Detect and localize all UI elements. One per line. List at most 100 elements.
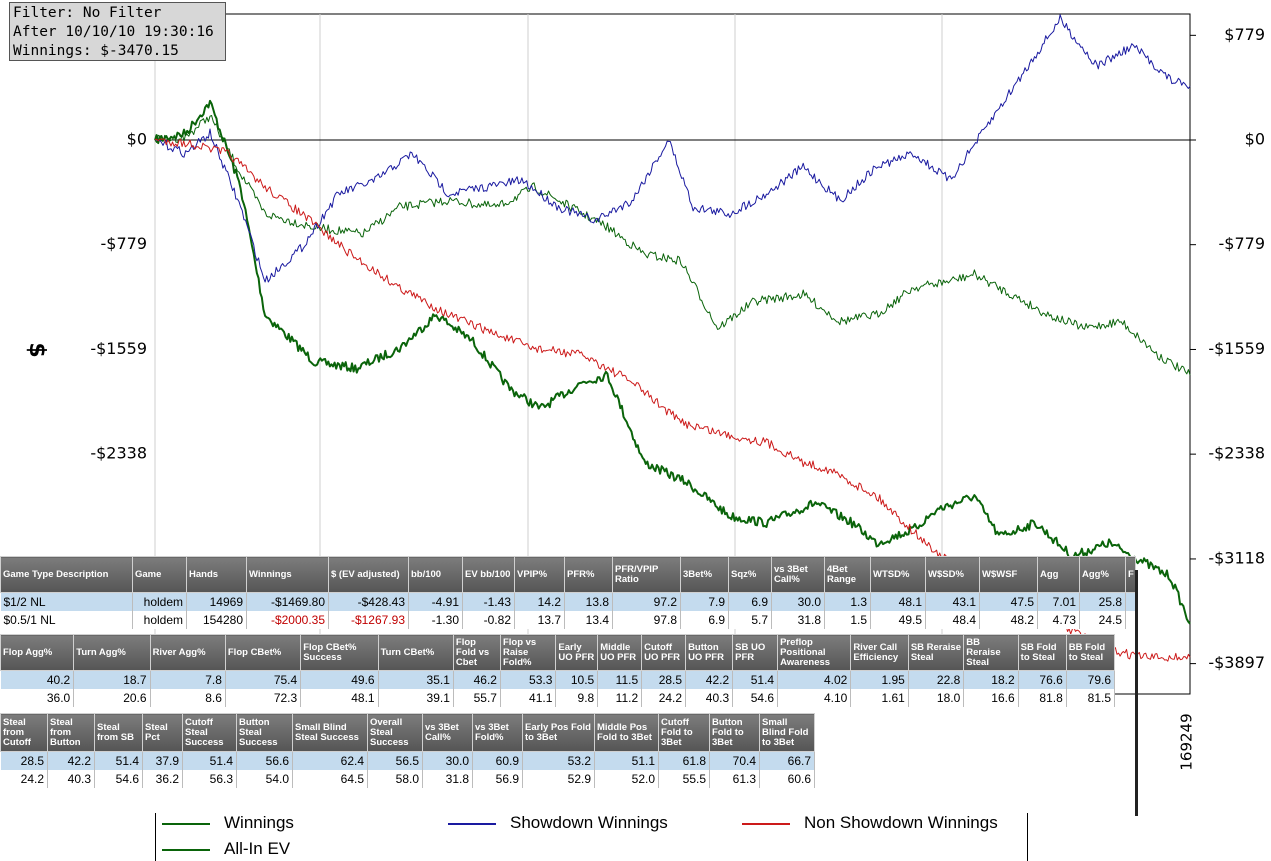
t2-header-8[interactable]: Early UO PFR <box>555 634 599 671</box>
t2-cell: 1.95 <box>850 670 909 689</box>
t3-cell: 64.5 <box>292 770 368 788</box>
t1-header-13[interactable]: 4Bet Range <box>824 556 871 593</box>
t2-cell: 76.6 <box>1018 670 1067 689</box>
t2-header-15[interactable]: SB Reraise Steal <box>907 634 965 671</box>
t2-header-11[interactable]: Button UO PFR <box>685 634 734 671</box>
t1-header-16[interactable]: W$WSF <box>979 556 1038 593</box>
t3-header-11[interactable]: Middle Pos Fold to 3Bet <box>594 713 659 752</box>
t2-header-3[interactable]: Flop CBet% <box>224 634 302 671</box>
t1-header-5[interactable]: bb/100 <box>408 556 463 593</box>
t1-header-1[interactable]: Game <box>132 556 187 593</box>
t3-header-3[interactable]: Steal Pct <box>142 713 183 752</box>
t1-header-19[interactable]: F <box>1125 556 1136 593</box>
t3-header-10[interactable]: Early Pos Fold to 3Bet <box>522 713 595 752</box>
y-tick-left-4: -$2338 <box>90 444 147 463</box>
t2-cell: 18.0 <box>908 689 965 707</box>
t2-header-2[interactable]: River Agg% <box>149 634 226 671</box>
t1-header-11[interactable]: Sqz% <box>728 556 772 593</box>
legend-label-nonshowdown: Non Showdown Winnings <box>804 813 998 832</box>
table-row[interactable]: 40.2 18.7 7.8 75.4 49.6 35.1 46.2 53.3 10.5 11.5 2… <box>0 670 1116 689</box>
t2-cell: 35.1 <box>378 670 454 689</box>
t3-cell: 36.2 <box>142 770 183 788</box>
y-tick-left-1: $0 <box>127 130 147 149</box>
t1-header-2[interactable]: Hands <box>186 556 247 593</box>
t2-header-12[interactable]: SB UO PFR <box>732 634 779 671</box>
t2-header-0[interactable]: Flop Agg% <box>0 634 75 671</box>
series-line-all-in-ev <box>154 115 1191 376</box>
t1-cell: -4.91 <box>408 592 463 611</box>
t3-cell: 51.4 <box>182 751 237 770</box>
x-tick-end: 169249 <box>1178 713 1196 770</box>
t1-header-9[interactable]: PFR/VPIP Ratio <box>612 556 681 593</box>
t1-header-15[interactable]: W$SD% <box>925 556 980 593</box>
t2-header-14[interactable]: River Call Efficiency <box>850 634 909 671</box>
t2-cell: 53.3 <box>500 670 557 689</box>
t3-cell: 55.5 <box>658 770 710 788</box>
t2-header-10[interactable]: Cutoff UO PFR <box>641 634 687 671</box>
t3-header-9[interactable]: vs 3Bet Fold% <box>472 713 523 752</box>
t3-header-2[interactable]: Steal from SB <box>94 713 143 752</box>
table-row[interactable]: 28.5 42.2 51.4 37.9 51.4 56.6 62.4 56.5 30.0 60.9… <box>0 751 815 770</box>
t2-header-7[interactable]: Flop vs Raise Fold% <box>499 634 557 671</box>
t2-cell: 41.1 <box>500 689 557 707</box>
t3-cell: 40.3 <box>47 770 95 788</box>
t2-cell: 81.5 <box>1066 689 1116 707</box>
t1-header-4[interactable]: $ (EV adjusted) <box>328 556 409 593</box>
t3-header-4[interactable]: Cutoff Steal Success <box>182 713 237 752</box>
t3-header-13[interactable]: Button Fold to 3Bet <box>709 713 760 752</box>
panel-divider <box>1135 570 1138 816</box>
t1-header-7[interactable]: VPIP% <box>514 556 565 593</box>
t1-cell: 48.4 <box>925 611 980 629</box>
t3-cell: 54.6 <box>94 770 143 788</box>
t3-header-7[interactable]: Overall Steal Success <box>367 713 423 752</box>
table-row[interactable]: $0.5/1 NL holdem 154280 -$2000.35 -$1267.93-… <box>0 611 1136 629</box>
t1-cell: 13.8 <box>564 592 613 611</box>
t1-header-12[interactable]: vs 3Bet Call% <box>771 556 825 593</box>
t3-header-8[interactable]: vs 3Bet Call% <box>422 713 473 752</box>
t3-cell: 70.4 <box>709 751 760 770</box>
t2-header-13[interactable]: Preflop Positional Awareness <box>777 634 852 671</box>
table-row[interactable]: $1/2 NL holdem 14969 -$1469.80 -$428.43 -4.91… <box>0 592 1136 611</box>
t3-cell: 51.1 <box>594 751 659 770</box>
t2-cell: 16.6 <box>963 689 1019 707</box>
t1-header-8[interactable]: PFR% <box>564 556 613 593</box>
t1-cell: 154280 <box>186 611 247 629</box>
t1-header-18[interactable]: Agg% <box>1079 556 1126 593</box>
t2-cell: 11.5 <box>597 670 643 689</box>
series-line-winnings <box>154 99 1191 625</box>
t2-cell: 75.4 <box>225 670 302 689</box>
t3-cell: 60.9 <box>472 751 523 770</box>
t1-cell: -$1469.80 <box>246 592 329 611</box>
t3-cell: 31.8 <box>422 770 473 788</box>
t2-header-6[interactable]: Flop Fold vs Cbet <box>452 634 501 671</box>
t1-header-14[interactable]: WTSD% <box>870 556 926 593</box>
t2-header-18[interactable]: BB Fold to Steal <box>1065 634 1116 671</box>
t3-header-14[interactable]: Small Blind Fold to 3Bet <box>759 713 815 752</box>
t1-header-10[interactable]: 3Bet% <box>680 556 729 593</box>
t3-header-0[interactable]: Steal from Cutoff <box>0 713 48 752</box>
t1-header-6[interactable]: EV bb/100 <box>462 556 515 593</box>
t3-header-6[interactable]: Small Blind Steal Success <box>292 713 368 752</box>
t1-cell: 47.5 <box>979 592 1038 611</box>
t2-header-1[interactable]: Turn Agg% <box>73 634 151 671</box>
series-lines <box>154 14 1191 662</box>
t2-cell: 81.8 <box>1018 689 1067 707</box>
t3-cell: 30.0 <box>422 751 473 770</box>
t1-header-3[interactable]: Winnings <box>246 556 329 593</box>
y-tick-right-2: -$779 <box>1219 234 1266 253</box>
t3-cell: 42.2 <box>47 751 95 770</box>
t3-header-5[interactable]: Button Steal Success <box>236 713 293 752</box>
t2-cell: 4.02 <box>777 670 852 689</box>
t2-header-4[interactable]: Flop CBet% Success <box>300 634 379 671</box>
t2-header-17[interactable]: SB Fold to Steal <box>1017 634 1067 671</box>
t2-header-5[interactable]: Turn CBet% <box>377 634 454 671</box>
t3-header-12[interactable]: Cutoff Fold to 3Bet <box>658 713 710 752</box>
t2-header-16[interactable]: BB Reraise Steal <box>963 634 1019 671</box>
table-row[interactable]: 36.0 20.6 8.6 72.3 48.1 39.1 55.7 41.1 9.8 11.2 24… <box>0 689 1116 707</box>
t1-header-17[interactable]: Agg <box>1037 556 1080 593</box>
t3-header-1[interactable]: Steal from Button <box>47 713 95 752</box>
chart-legend: Winnings All-In EV Showdown Winnings Non… <box>155 813 1028 861</box>
table-row[interactable]: 24.2 40.3 54.6 36.2 56.3 54.0 64.5 58.0 31.8 56.9… <box>0 770 815 788</box>
t1-header-0[interactable]: Game Type Description <box>0 556 133 593</box>
t2-header-9[interactable]: Middle UO PFR <box>597 634 643 671</box>
